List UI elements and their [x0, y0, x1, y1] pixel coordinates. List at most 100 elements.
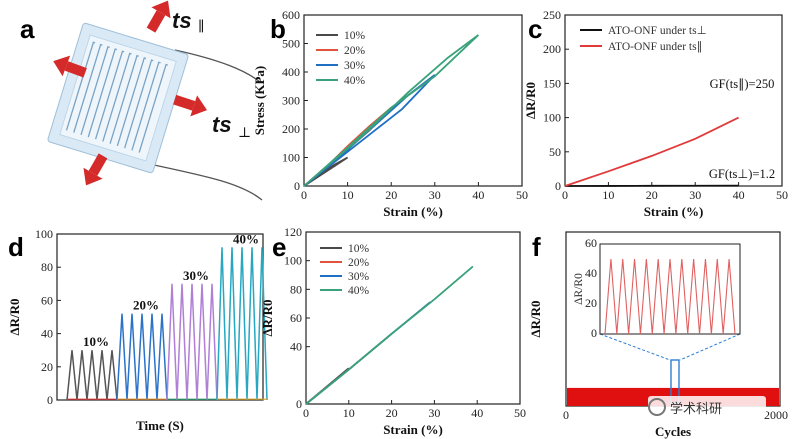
electrode-line	[73, 43, 103, 133]
y-tick-label: 250	[543, 8, 561, 22]
electrode-line	[65, 41, 96, 131]
panel-label-c: c	[528, 14, 542, 44]
x-tick-label: 40	[471, 406, 483, 420]
y-tick-label: 100	[543, 111, 561, 125]
annotation-gf-parallel: GF(ts∥)=250	[710, 77, 775, 91]
y-tick-label: 100	[284, 254, 302, 268]
ts-perp-sub: ⊥	[238, 126, 251, 141]
x-tick-label: 40	[733, 188, 745, 202]
y-axis-label: ΔR/R0	[260, 299, 275, 336]
inset-y-tick-label: 40	[585, 266, 597, 280]
y-tick-label: 60	[41, 293, 53, 307]
panel-a-schematic: a ts ∥ ts ⊥	[20, 0, 263, 201]
inset-y-axis-label: ΔR/R0	[573, 273, 585, 305]
x-tick-label: 20	[386, 406, 398, 420]
inset-frame	[599, 243, 741, 335]
legend-label: 10%	[344, 30, 366, 42]
zoom-connector	[599, 333, 671, 361]
ts-parallel-label: ts	[172, 8, 192, 33]
plot-frame	[56, 233, 264, 401]
panel-label-a: a	[20, 14, 35, 44]
zoom-connector	[679, 333, 741, 361]
series-line	[66, 350, 118, 401]
legend-label: 30%	[344, 60, 366, 72]
inset-y-tick-label: 60	[585, 236, 597, 250]
y-tick-label: 200	[543, 42, 561, 56]
x-tick-label: 20	[385, 188, 397, 202]
wechat-icon	[648, 398, 666, 416]
electrode-line	[80, 46, 110, 135]
series-line	[564, 116, 739, 187]
y-tick-label: 500	[282, 37, 300, 51]
legend-label: 30%	[348, 271, 370, 283]
peak-label: 30%	[183, 268, 209, 283]
arrow-up-icon	[146, 0, 171, 33]
x-tick-label: 10	[342, 188, 354, 202]
x-axis-label: Time (S)	[136, 418, 184, 433]
x-tick-label: 0	[301, 188, 307, 202]
y-tick-label: 80	[41, 260, 53, 274]
inset-series-line	[604, 258, 736, 335]
legend-label: 40%	[348, 285, 370, 297]
x-tick-label: 10	[343, 406, 355, 420]
inset-y-tick-label: 0	[591, 326, 597, 340]
series-line	[166, 283, 218, 401]
panel-label-e: e	[272, 232, 286, 262]
arrow-down-icon	[83, 153, 108, 186]
y-tick-label: 0	[296, 397, 302, 411]
x-axis-label: Strain (%)	[644, 204, 704, 219]
series-line	[305, 265, 474, 405]
x-tick-label: 30	[429, 188, 441, 202]
electrode-line	[124, 59, 154, 149]
legend-label: 10%	[348, 243, 370, 255]
x-tick-label: 50	[514, 406, 526, 420]
x-tick-label: 2000	[764, 408, 788, 422]
wire-top	[174, 49, 261, 83]
peak-label: 40%	[233, 231, 259, 246]
legend-label: 40%	[344, 75, 366, 87]
x-tick-label: 40	[472, 188, 484, 202]
peak-label: 10%	[83, 334, 109, 349]
chart-panel-e: 0 10 20 30 40 50 0 40 60 80 100 120 Strain (%) ΔR/R0 1…	[260, 225, 526, 437]
series-line	[216, 247, 268, 401]
y-tick-label: 150	[543, 76, 561, 90]
legend-label: 20%	[348, 257, 370, 269]
x-tick-label: 0	[562, 188, 568, 202]
x-tick-label: 50	[776, 188, 788, 202]
series-line	[303, 34, 480, 187]
y-tick-label: 120	[284, 225, 302, 239]
y-tick-label: 0	[47, 393, 53, 407]
x-tick-label: 0	[563, 408, 569, 422]
x-axis-label: Strain (%)	[383, 204, 443, 219]
x-tick-label: 20	[646, 188, 658, 202]
y-tick-label: 60	[290, 311, 302, 325]
panel-label-f: f	[532, 232, 541, 262]
peak-label: 20%	[133, 298, 159, 313]
chart-panel-d: 0 20 40 60 80 100 Time (S) ΔR/R0 10% 20% 30% 40%	[7, 227, 268, 433]
y-tick-label: 100	[282, 151, 300, 165]
x-tick-label: 50	[516, 188, 528, 202]
y-axis-label: ΔR/R0	[523, 82, 538, 119]
y-tick-label: 400	[282, 65, 300, 79]
arrow-right-icon	[173, 94, 208, 117]
electrode-line	[94, 50, 125, 140]
chart-panel-c: 0 10 20 30 40 50 0 50 100 150 200 250 Strain (%) ΔR/R…	[523, 8, 788, 219]
arrow-left-icon	[53, 55, 87, 78]
y-tick-label: 40	[290, 340, 302, 354]
y-tick-label: 0	[294, 179, 300, 193]
y-tick-label: 0	[555, 179, 561, 193]
inset-y-tick-label: 20	[585, 296, 597, 310]
electrode-line	[116, 57, 147, 147]
arrow-group	[53, 0, 208, 186]
legend-label: ATO-ONF under ts⊥	[608, 25, 707, 37]
electrode-line	[109, 54, 139, 144]
y-tick-label: 40	[41, 327, 53, 341]
x-tick-label: 30	[689, 188, 701, 202]
legend-label: 20%	[344, 45, 366, 57]
x-axis-label: Cycles	[655, 424, 691, 439]
series-line	[116, 313, 168, 401]
watermark: 学术科研	[648, 396, 766, 418]
sensor-substrate	[47, 22, 189, 174]
